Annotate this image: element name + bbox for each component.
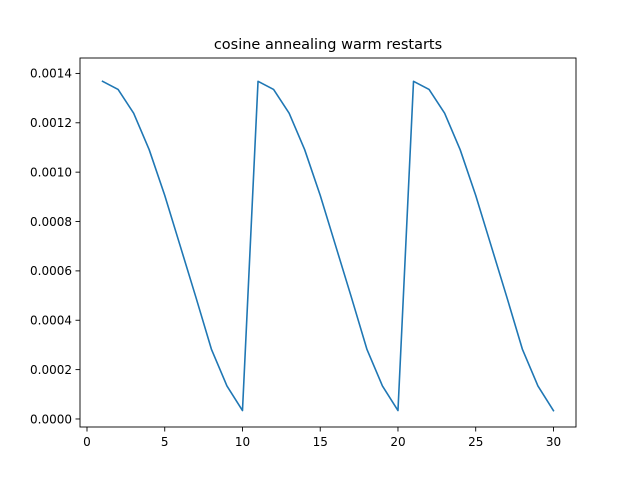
y-tick-label: 0.0002 (30, 363, 72, 377)
x-tick-label: 10 (235, 435, 250, 449)
y-tick-label: 0.0004 (30, 314, 72, 328)
y-tick-label: 0.0000 (30, 412, 72, 426)
chart-title: cosine annealing warm restarts (214, 37, 442, 53)
y-tick-label: 0.0010 (30, 165, 72, 179)
x-tick-label: 20 (390, 435, 405, 449)
y-tick-label: 0.0014 (30, 67, 72, 81)
y-tick-label: 0.0008 (30, 215, 72, 229)
x-tick-label: 30 (546, 435, 561, 449)
y-axis-ticks: 0.0000 0.0002 0.0004 0.0006 0.0008 0.0010 0.00… (30, 67, 80, 426)
x-tick-label: 15 (313, 435, 328, 449)
series-layer (101, 80, 555, 412)
x-tick-label: 5 (161, 435, 169, 449)
x-tick-label: 25 (468, 435, 483, 449)
x-tick-label: 0 (83, 435, 91, 449)
y-tick-label: 0.0012 (30, 116, 72, 130)
y-tick-label: 0.0006 (30, 264, 72, 278)
series-line-0 (101, 80, 555, 412)
x-axis-ticks: 0 5 10 15 20 25 30 (83, 427, 561, 449)
axes-frame (79, 57, 577, 428)
